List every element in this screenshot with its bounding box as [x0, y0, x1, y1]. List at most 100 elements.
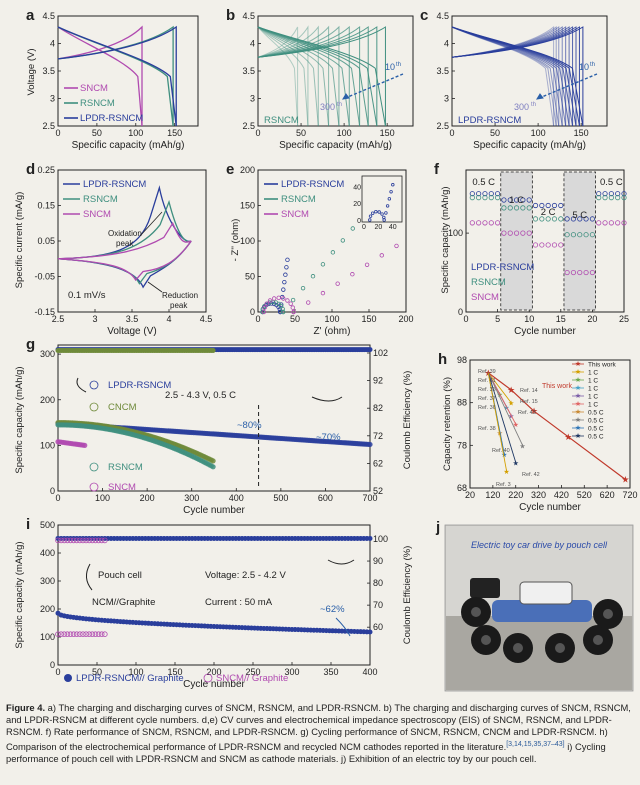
rate-point	[583, 216, 589, 222]
rate-point	[551, 216, 558, 222]
x-tick-label: 100	[324, 314, 339, 324]
rate-point	[469, 220, 475, 226]
rate-point	[532, 216, 539, 222]
legend-marker	[89, 402, 99, 412]
ce-point	[92, 537, 99, 544]
x-tick-label: 420	[554, 490, 569, 500]
legend-label: SNCM	[108, 482, 136, 493]
superscript: th	[590, 62, 595, 68]
ref-line	[487, 372, 517, 425]
y2-tick-label: 62	[373, 458, 383, 468]
rate-point	[564, 269, 570, 276]
legend-label: 1 C	[588, 378, 598, 385]
annotation-arrow	[147, 281, 163, 293]
sample-label: RSNCM	[264, 115, 299, 126]
x-tick-label: 400	[229, 493, 244, 503]
inset-point	[380, 212, 384, 216]
rate-point	[507, 205, 513, 211]
annotation: Reduction	[162, 291, 198, 300]
y-tick-label: 88	[457, 398, 467, 408]
ce-point	[80, 537, 86, 544]
ce-point	[77, 537, 83, 544]
capacity-point	[210, 464, 216, 470]
plot-frame	[469, 359, 631, 489]
car-hub	[481, 635, 491, 645]
y-tick-label: 100	[40, 440, 55, 450]
annotation: peak	[170, 301, 188, 310]
rate-point	[608, 220, 614, 226]
charge-curve	[57, 25, 174, 126]
y-tick-label: 3.5	[42, 66, 55, 76]
y-tick-label: 0.15	[37, 201, 55, 211]
y-tick-label: 200	[40, 604, 55, 614]
ref-label: Ref. 37	[478, 396, 496, 402]
rate-point	[532, 242, 539, 248]
rate-point	[513, 205, 520, 211]
rate-point	[501, 205, 507, 211]
trend-arrow	[342, 73, 404, 100]
legend-label: RSNCM	[471, 277, 506, 288]
superscript: th	[396, 62, 401, 68]
x-tick-label: 320	[531, 490, 546, 500]
capacity-point	[102, 631, 108, 637]
rate-label: 0.5 C	[600, 177, 623, 188]
rate-point	[615, 191, 621, 197]
rate-point	[494, 220, 501, 226]
legend-label: SNCM// Graphite	[216, 673, 288, 684]
x-axis-label: Specific capacity (mAh/g)	[473, 140, 586, 151]
panel-letter: c	[420, 7, 428, 24]
y2-tick-label: 102	[373, 348, 388, 358]
capacity-point	[83, 631, 89, 637]
x-tick-label: 50	[92, 128, 102, 138]
eis-point	[340, 238, 346, 243]
legend-label: SNCM	[83, 209, 111, 220]
eis-point	[310, 274, 316, 279]
rate-label: 1 C	[509, 195, 524, 206]
ref-marker: ★	[508, 412, 514, 420]
charge-curve	[451, 25, 557, 126]
ref-label: Ref. 40	[492, 448, 510, 454]
eis-point	[335, 281, 340, 286]
x-tick-label: 0	[55, 128, 60, 138]
rate-point	[558, 202, 564, 209]
y-tick-label: -0.15	[34, 307, 55, 317]
cycle-label-10: 10	[579, 62, 589, 72]
y2-tick-label: 70	[373, 600, 383, 610]
discharge-curve	[57, 26, 143, 127]
x-tick-label: 200	[140, 493, 155, 503]
y-tick-label: 200	[40, 395, 55, 405]
cv-reduction	[57, 240, 192, 282]
y-tick-label: 200	[240, 165, 255, 175]
y-axis-label: Coulomb Efficiency (%)	[402, 371, 413, 470]
rate-point	[488, 195, 494, 201]
ref-marker: ★	[497, 391, 503, 399]
x-tick-label: 50	[296, 128, 306, 138]
rate-point	[583, 269, 589, 276]
y-axis-label: Specific capacity (mAh/g)	[440, 186, 451, 293]
caption-tail: i) Cycling performance of pouch cell wit…	[6, 740, 606, 764]
legend-label: This work	[588, 362, 617, 369]
caption-lead: Figure 4.	[6, 702, 46, 713]
rate-point	[501, 197, 507, 203]
current-label: Current : 50 mA	[205, 597, 273, 608]
rate-point	[589, 232, 596, 238]
charge-curve	[57, 25, 177, 126]
ref-label: Ref. 38	[478, 426, 496, 432]
eis-point	[281, 296, 286, 301]
discharge-curve	[451, 26, 557, 127]
x-tick-label: 0	[255, 128, 260, 138]
rate-point	[526, 230, 532, 236]
y-tick-label: 300	[40, 576, 55, 586]
legend-label: RSNCM	[108, 462, 143, 473]
panel-letter: h	[438, 351, 447, 368]
ce-point	[73, 537, 80, 544]
x-tick-label: 3.5	[126, 314, 139, 324]
inset-point	[374, 210, 378, 214]
rate-point	[608, 191, 614, 197]
x-tick-label: 20	[465, 490, 475, 500]
ce-point	[367, 535, 373, 541]
rate-point	[602, 220, 608, 226]
rate-point	[488, 220, 494, 226]
car-battery-box	[470, 578, 500, 598]
charge-curve	[257, 26, 369, 126]
